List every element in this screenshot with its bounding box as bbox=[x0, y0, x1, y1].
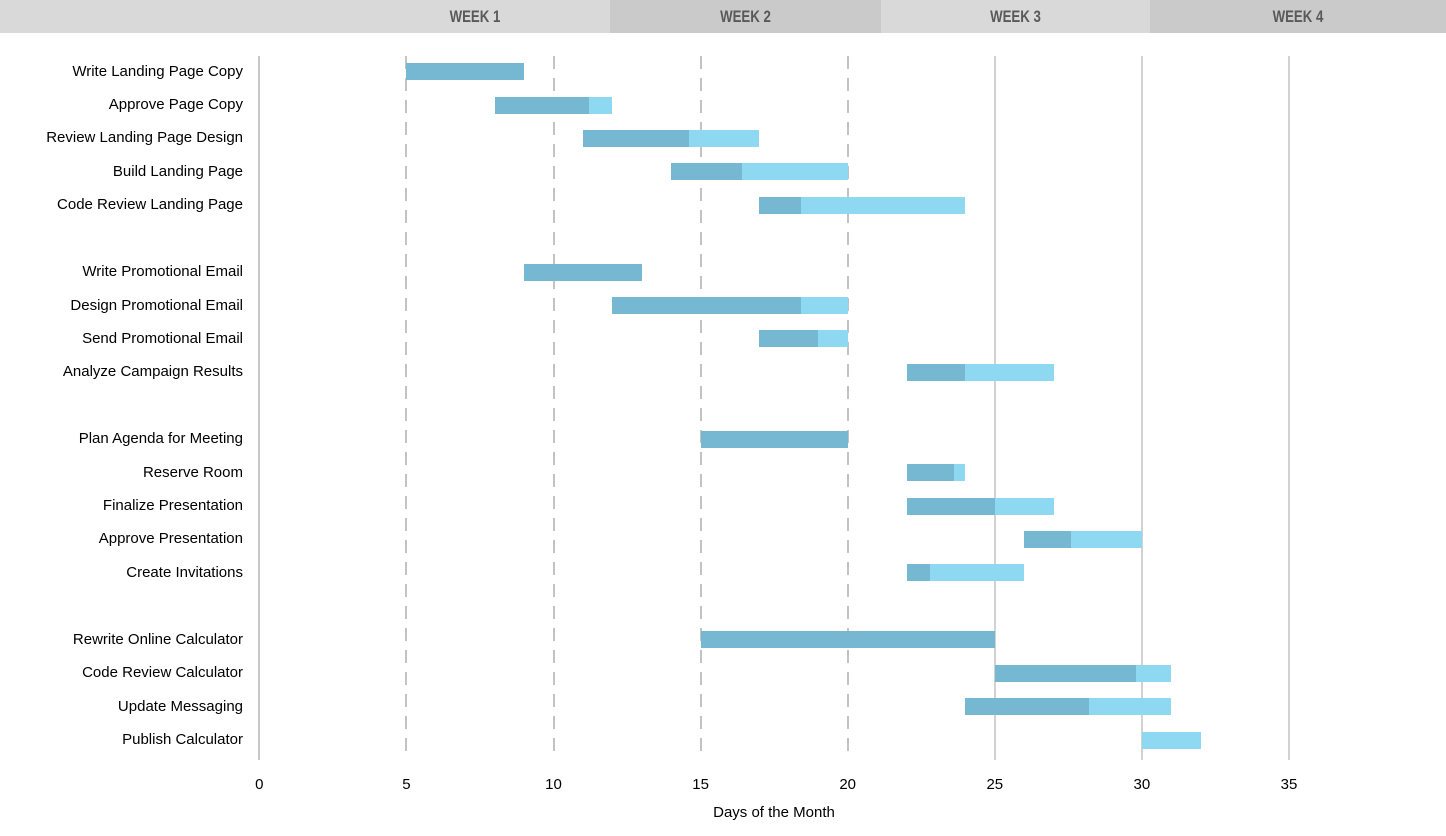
task-label: Update Messaging bbox=[117, 697, 243, 715]
task-bar-complete-segment bbox=[759, 196, 801, 214]
task-bar-complete-segment bbox=[994, 664, 1136, 682]
task-bar-complete-segment bbox=[965, 698, 1089, 716]
task-label: Analyze Campaign Results bbox=[62, 363, 243, 381]
task-label: Finalize Presentation bbox=[102, 497, 243, 515]
task-bar-complete-segment bbox=[1024, 530, 1072, 548]
week-label-2: WEEK 2 bbox=[720, 7, 771, 26]
week-header-band: WEEK 1 WEEK 2 WEEK 3 WEEK 4 bbox=[0, 0, 1446, 33]
task-bar bbox=[906, 564, 1025, 582]
week-cell-4 bbox=[1150, 0, 1446, 33]
task-label: Plan Agenda for Meeting bbox=[78, 430, 243, 448]
gridline-day-25 bbox=[993, 56, 996, 760]
x-axis-tick-5: 5 bbox=[402, 776, 411, 793]
task-bar-complete-segment bbox=[906, 464, 954, 482]
task-bar-complete-segment bbox=[700, 430, 848, 448]
gridline-day-0 bbox=[258, 56, 261, 760]
x-axis-tick-0: 0 bbox=[255, 776, 264, 793]
gridline-day-5 bbox=[405, 56, 408, 760]
task-bar bbox=[965, 698, 1172, 716]
week-label-4: WEEK 4 bbox=[1272, 7, 1324, 26]
task-bar-complete-segment bbox=[906, 363, 966, 381]
task-bar bbox=[494, 96, 613, 114]
task-bar-complete-segment bbox=[906, 497, 995, 515]
task-label: Write Promotional Email bbox=[82, 263, 243, 281]
task-label: Approve Page Copy bbox=[108, 96, 243, 114]
x-axis-tick-25: 25 bbox=[986, 776, 1004, 793]
task-bar-complete-segment bbox=[524, 263, 642, 281]
task-bar bbox=[994, 664, 1172, 682]
task-label: Approve Presentation bbox=[98, 530, 243, 548]
x-axis-tick-10: 10 bbox=[545, 776, 562, 793]
task-bar bbox=[612, 297, 848, 315]
task-label: Create Invitations bbox=[126, 563, 243, 581]
x-axis-tick-20: 20 bbox=[839, 776, 857, 793]
task-bar-complete-segment bbox=[406, 63, 525, 81]
task-bar-complete-segment bbox=[759, 330, 819, 348]
gridline-day-30 bbox=[1140, 56, 1143, 760]
task-bar bbox=[671, 163, 848, 181]
task-bar bbox=[759, 196, 966, 214]
task-label: Publish Calculator bbox=[122, 731, 243, 748]
week-cell-2 bbox=[610, 0, 881, 33]
task-bar bbox=[582, 129, 760, 147]
task-bar bbox=[906, 363, 1054, 381]
task-label: Code Review Calculator bbox=[82, 664, 243, 682]
x-axis-tick-35: 35 bbox=[1280, 776, 1298, 793]
week-label-3: WEEK 3 bbox=[990, 7, 1041, 26]
task-label: Reserve Room bbox=[142, 463, 243, 481]
x-axis-title: Days of the Month bbox=[713, 804, 835, 821]
task-label: Code Review Landing Page bbox=[57, 196, 243, 214]
task-bar bbox=[524, 263, 642, 281]
task-bar-complete-segment bbox=[612, 297, 801, 315]
task-label: Send Promotional Email bbox=[82, 329, 243, 347]
task-bar bbox=[700, 430, 848, 448]
gridline-day-20 bbox=[846, 56, 849, 760]
task-bar bbox=[406, 63, 525, 81]
x-axis-tick-15: 15 bbox=[692, 776, 709, 793]
task-bar-complete-segment bbox=[700, 631, 995, 649]
gridline-day-35 bbox=[1288, 56, 1290, 760]
task-bar bbox=[1024, 530, 1142, 548]
task-label: Review Landing Page Design bbox=[46, 129, 243, 147]
task-label: Write Landing Page Copy bbox=[72, 62, 243, 80]
task-bar bbox=[700, 631, 995, 649]
task-bar bbox=[906, 464, 966, 482]
task-bar-complete-segment bbox=[582, 129, 689, 147]
x-axis-tick-30: 30 bbox=[1133, 776, 1151, 793]
task-bar bbox=[759, 330, 848, 348]
gridline-day-10 bbox=[552, 56, 555, 760]
gridline-day-15 bbox=[699, 56, 702, 760]
week-label-1: WEEK 1 bbox=[449, 7, 501, 26]
task-bar bbox=[1141, 731, 1201, 749]
task-bar-complete-segment bbox=[671, 163, 742, 181]
task-label: Rewrite Online Calculator bbox=[72, 630, 243, 648]
task-bar bbox=[906, 497, 1054, 515]
task-label: Build Landing Page bbox=[112, 162, 243, 180]
task-label: Design Promotional Email bbox=[70, 296, 243, 314]
task-bar-complete-segment bbox=[906, 564, 931, 582]
task-bar-complete-segment bbox=[494, 96, 589, 114]
